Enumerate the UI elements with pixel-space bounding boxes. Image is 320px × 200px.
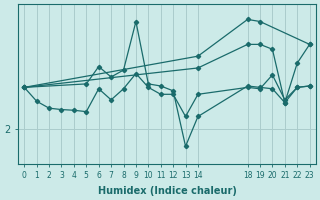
X-axis label: Humidex (Indice chaleur): Humidex (Indice chaleur) — [98, 186, 236, 196]
